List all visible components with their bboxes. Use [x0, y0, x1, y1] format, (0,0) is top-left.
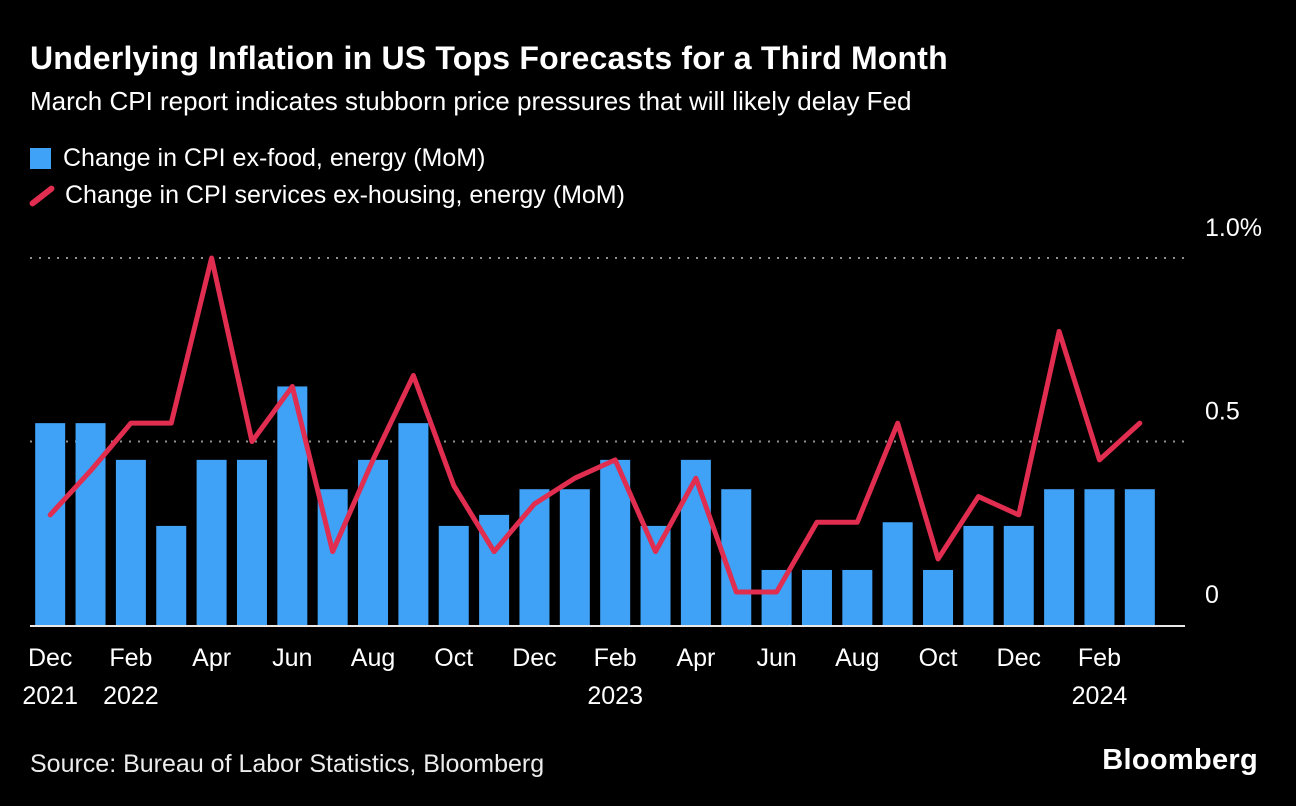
bar-Apr 2022 — [196, 459, 227, 625]
bar-Nov 2023 — [963, 525, 994, 625]
bar-Feb 2022 — [115, 459, 146, 625]
legend-item-supercore: Change in CPI services ex-housing, energ… — [28, 177, 625, 214]
xtick-year: 2022 — [103, 682, 159, 710]
chart: 0 0.5 1.0% Dec 2021 Feb 2022 Apr Jun Aug Oct Dec Feb… — [0, 178, 1296, 738]
xtick-month: Dec — [28, 644, 72, 672]
bar-Dec 2021 — [35, 423, 66, 625]
bar-Jul 2023 — [801, 569, 832, 625]
legend-label-supercore: Change in CPI services ex-housing, energ… — [65, 181, 625, 209]
ytick-label: 1.0% — [1205, 214, 1262, 242]
bar-Dec 2022 — [519, 489, 550, 625]
chart-subtitle: March CPI report indicates stubborn pric… — [30, 86, 912, 116]
bar-Jan 2023 — [559, 489, 590, 625]
ytick-label: 0 — [1205, 581, 1219, 609]
xtick-month: Aug — [835, 644, 879, 672]
bar-Jan 2024 — [1044, 489, 1075, 625]
bloomberg-logo: Bloomberg — [1102, 744, 1258, 776]
xtick-month: Dec — [512, 644, 556, 672]
xtick-year: 2023 — [587, 682, 643, 710]
chart-svg: 0 0.5 1.0% Dec 2021 Feb 2022 Apr Jun Aug Oct Dec Feb… — [22, 214, 1262, 710]
xtick-month: Apr — [192, 644, 231, 672]
xtick-year: 2024 — [1072, 682, 1128, 710]
bar-Oct 2022 — [438, 525, 469, 625]
bar-Aug 2023 — [842, 569, 873, 625]
xtick-month: Dec — [997, 644, 1041, 672]
xtick-month: Apr — [676, 644, 715, 672]
bar-Mar 2023 — [640, 525, 671, 625]
bar-Sep 2022 — [398, 423, 429, 625]
bar-Feb 2024 — [1084, 489, 1115, 625]
bar-May 2022 — [236, 459, 267, 625]
xtick-year: 2021 — [22, 682, 78, 710]
bar-Mar 2024 — [1124, 489, 1155, 625]
bar-Oct 2023 — [923, 569, 954, 625]
xtick-month: Jun — [756, 644, 796, 672]
supercore-line — [47, 255, 1143, 595]
bar-Mar 2022 — [156, 525, 187, 625]
xtick-month: Feb — [594, 644, 637, 672]
legend-item-core-cpi: Change in CPI ex-food, energy (MoM) — [30, 140, 625, 177]
xtick-month: Jun — [272, 644, 312, 672]
ytick-label: 0.5 — [1205, 398, 1240, 426]
xtick-month: Aug — [351, 644, 395, 672]
bar-Sep 2023 — [882, 522, 913, 625]
bar-swatch-icon — [30, 148, 51, 169]
legend-label-core-cpi: Change in CPI ex-food, energy (MoM) — [63, 144, 486, 172]
xtick-month: Oct — [919, 644, 958, 672]
source-text: Source: Bureau of Labor Statistics, Bloo… — [30, 750, 545, 778]
xtick-month: Oct — [434, 644, 473, 672]
chart-title: Underlying Inflation in US Tops Forecast… — [30, 40, 948, 76]
bar-Dec 2023 — [1003, 525, 1034, 625]
xtick-month: Feb — [1078, 644, 1121, 672]
bar-Apr 2023 — [680, 459, 711, 625]
legend: Change in CPI ex-food, energy (MoM) Chan… — [28, 140, 625, 214]
bar-Jan 2022 — [75, 423, 106, 625]
xtick-month: Feb — [109, 644, 152, 672]
